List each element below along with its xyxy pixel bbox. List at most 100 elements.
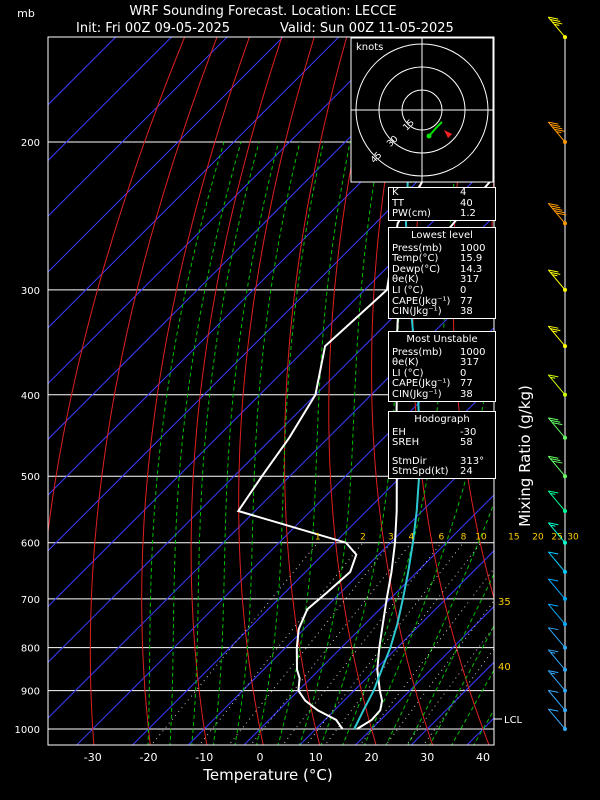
- stat-row: LI (°C) 0: [389, 367, 495, 380]
- pressure-tick-label: 700: [21, 595, 40, 606]
- pressure-tick-label: 1000: [15, 725, 40, 736]
- pressure-tick-label: 500: [21, 472, 40, 483]
- wind-barb: [547, 374, 567, 397]
- stat-key: CAPE(Jkg⁻¹): [392, 378, 451, 390]
- mixing-ratio-tick-label: 1: [315, 533, 321, 543]
- dry-adiabat-line: [491, 168, 494, 330]
- stat-value: 38: [460, 388, 473, 400]
- init-label: Init: Fri 00Z 09-05-2025: [76, 21, 230, 36]
- wind-barb: [547, 627, 567, 650]
- most-unstable-panel: Most Unstable Press(mb) 1000 θe(K) 317 LI (°…: [388, 331, 496, 402]
- hodograph-stats-panel: Hodograph EH -30 SREH 58 StmDir 313° StmSpd(kt…: [388, 411, 496, 479]
- isotherm-line: [48, 159, 494, 608]
- chart-title: WRF Sounding Forecast. Location: LECCE: [129, 4, 396, 19]
- moist-adiabat-line: [169, 141, 242, 745]
- pressure-tick-label: 800: [21, 644, 40, 655]
- stat-row: PW(cm) 1.2: [389, 209, 495, 220]
- hodograph-unit-label: knots: [356, 42, 383, 53]
- mixing-ratio-tick-label: 20: [532, 533, 544, 543]
- stat-value: 58: [460, 437, 473, 449]
- mixing-ratio-tick-label: 6: [439, 533, 445, 543]
- dry-adiabat-line: [238, 37, 315, 745]
- hodograph-stats-title: Hodograph: [414, 414, 470, 425]
- stat-row: StmDir 313°: [389, 455, 495, 468]
- stat-key: Press(mb): [392, 242, 443, 254]
- dewpoint-line: [236, 103, 469, 730]
- wind-barb: [547, 16, 567, 40]
- stat-value: 317: [460, 274, 480, 286]
- mixing-ratio-line: [422, 647, 494, 745]
- wind-barb: [547, 551, 567, 574]
- isotherm-edge-label: 35: [498, 597, 511, 608]
- temperature-tick-label: 10: [309, 751, 323, 764]
- isotherm-edge-label: 40: [498, 662, 511, 673]
- mixing-ratio-tick-label: 25: [551, 533, 562, 543]
- moist-adiabat-line: [147, 141, 225, 745]
- wind-barb: [547, 670, 567, 693]
- wind-barb: [547, 578, 567, 601]
- wind-barb: [547, 325, 567, 349]
- mixing-ratio-line: [250, 542, 412, 745]
- stat-key: EH: [392, 426, 406, 438]
- stat-key: LI (°C): [392, 367, 424, 379]
- wind-barb: [547, 202, 567, 226]
- stat-value: 313°: [460, 455, 485, 467]
- x-axis-label: Temperature (°C): [202, 766, 332, 784]
- isotherm-line: [131, 382, 494, 745]
- stat-key: CAPE(Jkg⁻¹): [392, 295, 451, 307]
- stat-row: SREH 58: [389, 438, 495, 449]
- pressure-tick-label: 400: [21, 391, 40, 402]
- wind-barb: [547, 603, 567, 627]
- stat-value: 0: [460, 284, 467, 296]
- mixing-ratio-line: [324, 542, 482, 745]
- stat-key: Press(mb): [392, 346, 443, 358]
- stat-value: 1000: [460, 346, 486, 358]
- wind-barb: [547, 455, 567, 479]
- stat-key: PW(cm): [392, 208, 431, 220]
- hodograph-ring: [355, 43, 489, 177]
- stat-key: K: [392, 187, 399, 198]
- isotherm-line: [187, 438, 494, 745]
- mixing-ratio-line: [150, 542, 319, 745]
- stat-row: Press(mb) 1000: [389, 346, 495, 359]
- stat-row: θe(K) 317: [389, 275, 495, 286]
- stat-row: LI (°C) 0: [389, 284, 495, 297]
- stat-value: 1000: [460, 242, 486, 254]
- stat-row: Press(mb) 1000: [389, 242, 495, 255]
- stat-row: CIN(Jkg⁻¹) 38: [389, 307, 495, 318]
- stat-key: TT: [392, 197, 405, 209]
- stat-key: θe(K): [392, 357, 419, 369]
- hodograph-ring: [378, 66, 466, 154]
- wind-barb: [547, 689, 567, 713]
- lcl-label: LCL: [504, 715, 523, 726]
- moist-adiabat-line: [277, 141, 351, 745]
- isotherm-line: [48, 37, 340, 329]
- valid-label: Valid: Sun 00Z 11-05-2025: [280, 21, 454, 36]
- mixing-ratio-tick-label: 10: [475, 533, 487, 543]
- temperature-tick-label: 0: [257, 751, 264, 764]
- moist-adiabat-line: [320, 141, 417, 745]
- stat-key: Temp(°C): [392, 253, 439, 265]
- stat-key: LI (°C): [392, 284, 424, 296]
- stat-value: -30: [460, 426, 477, 438]
- wind-barbs: [547, 16, 567, 731]
- moist-adiabat-line: [385, 501, 494, 745]
- stat-key: CIN(Jkg⁻¹): [392, 306, 442, 318]
- stat-key: CIN(Jkg⁻¹): [392, 388, 442, 400]
- moist-adiabat-line: [212, 141, 280, 745]
- wind-barb: [547, 121, 567, 144]
- lowest-level-title: Lowest level: [411, 230, 473, 241]
- stat-value: 1.2: [460, 208, 476, 220]
- axis-labels: 1 2 3 4 6 8 10 15 20 25 30200300400500600700800900…: [15, 138, 579, 764]
- stat-row: StmSpd(kt) 24: [389, 467, 495, 478]
- wind-barb: [547, 490, 567, 513]
- mixing-ratio-tick-label: 15: [508, 533, 519, 543]
- stat-key: SREH: [392, 437, 420, 449]
- stat-key: StmSpd(kt): [392, 466, 449, 478]
- isotherm-line: [76, 327, 494, 745]
- moist-adiabat-line: [299, 141, 382, 745]
- stat-row: θe(K) 317: [389, 358, 495, 369]
- wind-barb: [547, 522, 567, 545]
- mixing-ratio-line: [359, 567, 494, 745]
